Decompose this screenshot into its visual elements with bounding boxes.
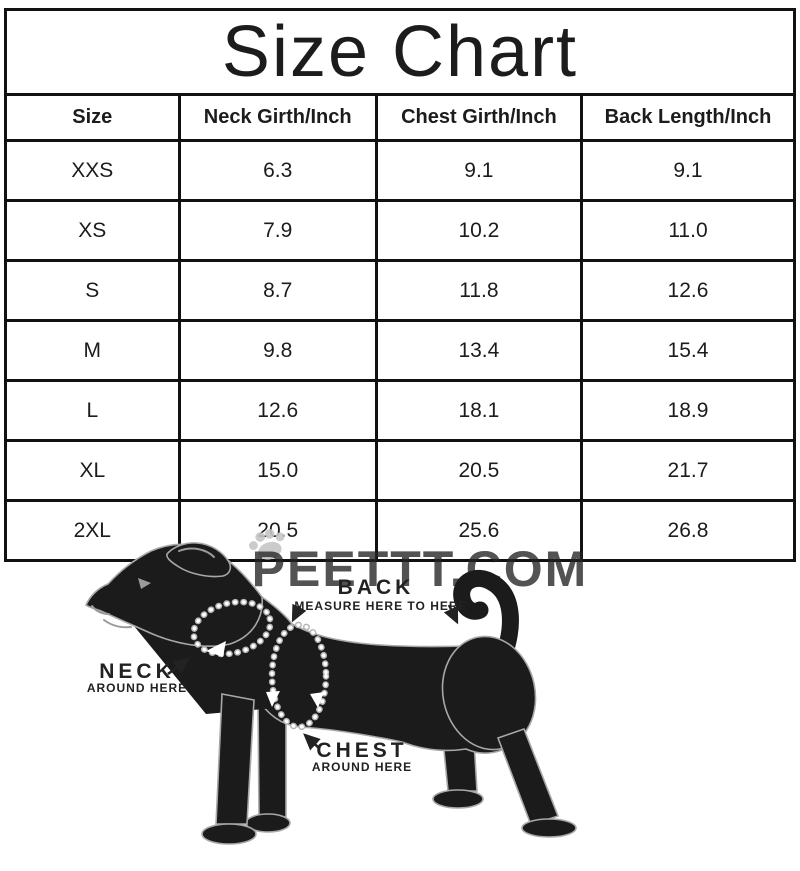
table-row: XXS 6.3 9.1 9.1 — [4, 139, 797, 202]
dog-mouth-line — [103, 619, 132, 629]
title-row: Size Chart — [4, 8, 796, 96]
ring-arrowhead — [206, 641, 226, 657]
table-cell: 6.3 — [177, 139, 378, 202]
ring-arrowhead — [266, 691, 280, 707]
table-cell: 25.6 — [374, 499, 583, 562]
table-cell: 9.1 — [579, 139, 797, 202]
table-row: L 12.6 18.1 18.9 — [4, 379, 797, 442]
table-cell: 2XL — [4, 499, 181, 562]
table-cell: L — [4, 379, 181, 442]
table-cell: 8.7 — [177, 259, 378, 322]
dog-rear-far-leg — [437, 689, 478, 792]
table-cell: 21.7 — [579, 439, 797, 502]
dog-silhouette — [85, 542, 577, 845]
ring-arrowhead — [310, 692, 324, 708]
table-row: XL 15.0 20.5 21.7 — [4, 439, 797, 502]
table-cell: 9.1 — [374, 139, 583, 202]
table-cell: 7.9 — [177, 199, 378, 262]
table-cell: 15.4 — [579, 319, 797, 382]
table-cell: 20.5 — [374, 439, 583, 502]
neck-arrow — [167, 657, 191, 676]
table-row: 2XL 20.5 25.6 26.8 — [4, 499, 797, 562]
dog-front-far-paw — [245, 813, 291, 833]
dog-eye — [138, 578, 151, 589]
table-row: XS 7.9 10.2 11.0 — [4, 199, 797, 262]
chest-measure-ring — [266, 621, 330, 731]
table-cell: 12.6 — [177, 379, 378, 442]
back-label: BACK — [338, 576, 415, 599]
page-title: Size Chart — [4, 8, 796, 96]
neck-sublabel: AROUND HERE — [87, 681, 187, 695]
chest-arrow — [303, 733, 321, 751]
table-row: S 8.7 11.8 12.6 — [4, 259, 797, 322]
dog-rear-near-leg — [496, 727, 560, 827]
dog-front-near-leg — [215, 693, 255, 825]
table-cell: 18.1 — [374, 379, 583, 442]
dog-nose-line — [91, 605, 110, 615]
chest-sublabel: AROUND HERE — [312, 760, 412, 774]
dog-front-near-paw — [201, 823, 257, 845]
table-cell: 13.4 — [374, 319, 583, 382]
table-cell: 12.6 — [579, 259, 797, 322]
table-cell: XXS — [4, 139, 181, 202]
dog-rear-far-paw — [432, 789, 484, 809]
col-header-back: Back Length/Inch — [579, 93, 797, 142]
table-cell: 18.9 — [579, 379, 797, 442]
table-cell: 15.0 — [177, 439, 378, 502]
table-row: M 9.8 13.4 15.4 — [4, 319, 797, 382]
table-cell: 26.8 — [579, 499, 797, 562]
table-cell: 20.5 — [177, 499, 378, 562]
back-sublabel: MEASURE HERE TO HERE — [294, 599, 467, 613]
table-cell: 10.2 — [374, 199, 583, 262]
neck-label: NECK — [99, 660, 175, 683]
dog-rear-thigh — [441, 635, 537, 751]
col-header-neck: Neck Girth/Inch — [177, 93, 378, 142]
dog-front-far-leg — [257, 699, 287, 818]
col-header-size: Size — [4, 93, 181, 142]
table-cell: 9.8 — [177, 319, 378, 382]
table-cell: XL — [4, 439, 181, 502]
table-cell: XS — [4, 199, 181, 262]
dog-body — [220, 595, 529, 754]
table-cell: M — [4, 319, 181, 382]
col-header-chest: Chest Girth/Inch — [374, 93, 583, 142]
chest-label: CHEST — [316, 739, 407, 762]
dog-neck — [134, 588, 298, 714]
size-chart-table: Size Chart Size Neck Girth/Inch Chest Gi… — [4, 8, 797, 562]
table-cell: 11.0 — [579, 199, 797, 262]
back-left-arrow — [291, 603, 307, 623]
table-cell: 11.8 — [374, 259, 583, 322]
dog-tail — [453, 569, 519, 661]
dog-rear-near-paw — [521, 818, 577, 838]
header-row: Size Neck Girth/Inch Chest Girth/Inch Ba… — [4, 93, 797, 142]
back-right-arrow — [443, 604, 459, 625]
neck-measure-ring — [190, 598, 274, 658]
table-cell: S — [4, 259, 181, 322]
